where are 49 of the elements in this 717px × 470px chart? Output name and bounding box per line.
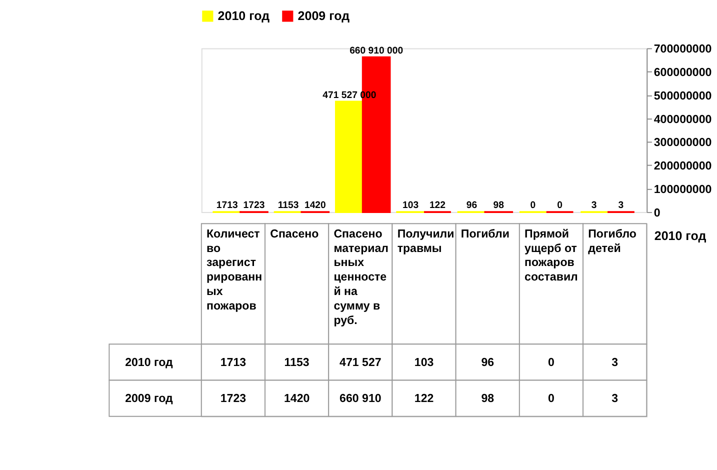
text: 103 — [414, 357, 434, 370]
data-label: 3 — [618, 200, 624, 212]
data-label: 1723 — [243, 200, 265, 212]
y-tick-label: 600000000 — [654, 66, 712, 79]
text: 0 — [548, 357, 554, 370]
text: 1723 — [220, 393, 246, 406]
legend-label: 2009 год — [298, 9, 350, 24]
x-tick-label: Количество зарегистрированных пожаров — [206, 228, 262, 313]
data-label: 1153 — [278, 200, 299, 212]
text: 1420 — [284, 393, 310, 406]
data-label: 660 910 000 — [350, 46, 404, 57]
data-label: 0 — [530, 200, 536, 212]
text: 0 — [548, 393, 554, 406]
text: 3 — [612, 393, 618, 406]
y-tick-label: 0 — [654, 207, 660, 220]
x-tick-label: Спасено — [270, 228, 319, 240]
y-tick-label: 100000000 — [654, 184, 712, 196]
text: 2009 год — [125, 393, 173, 406]
text: 660 910 — [340, 393, 382, 406]
data-label: 96 — [466, 200, 478, 212]
x-tick-label: Прямой ущерб от пожаров составил — [524, 228, 578, 284]
text: 2010 год — [125, 357, 173, 370]
x-tick-label: Погибли — [460, 228, 510, 240]
data-label: 3 — [591, 200, 597, 212]
y-tick-label: 300000000 — [654, 137, 712, 150]
data-label: 98 — [493, 200, 505, 212]
y-tick-label: 700000000 — [654, 44, 712, 56]
text: 471 527 — [340, 357, 382, 370]
data-label: 0 — [557, 200, 562, 212]
data-label: 1713 — [216, 200, 238, 212]
bar — [335, 100, 364, 214]
text: 1713 — [220, 357, 246, 370]
y-tick-label: 400000000 — [654, 114, 712, 126]
text: 2010 год — [654, 229, 706, 243]
text: 122 — [414, 393, 434, 406]
x-tick-label: Погибло детей — [588, 228, 636, 255]
text: 96 — [481, 357, 494, 370]
text: 1153 — [284, 357, 310, 370]
data-label: 103 — [402, 200, 419, 212]
y-tick-label: 500000000 — [654, 90, 712, 102]
bar — [362, 56, 391, 214]
legend-label: 2010 год — [218, 9, 270, 24]
x-tick-label: Получили травмы — [397, 228, 454, 255]
text: 3 — [612, 357, 618, 370]
data-label: 122 — [429, 200, 446, 212]
x-tick-label: Спасено материальных ценностей на сумму в руб. — [334, 228, 389, 328]
y-tick-label: 200000000 — [654, 160, 712, 173]
data-label: 1420 — [304, 200, 326, 212]
text: 98 — [481, 393, 494, 406]
